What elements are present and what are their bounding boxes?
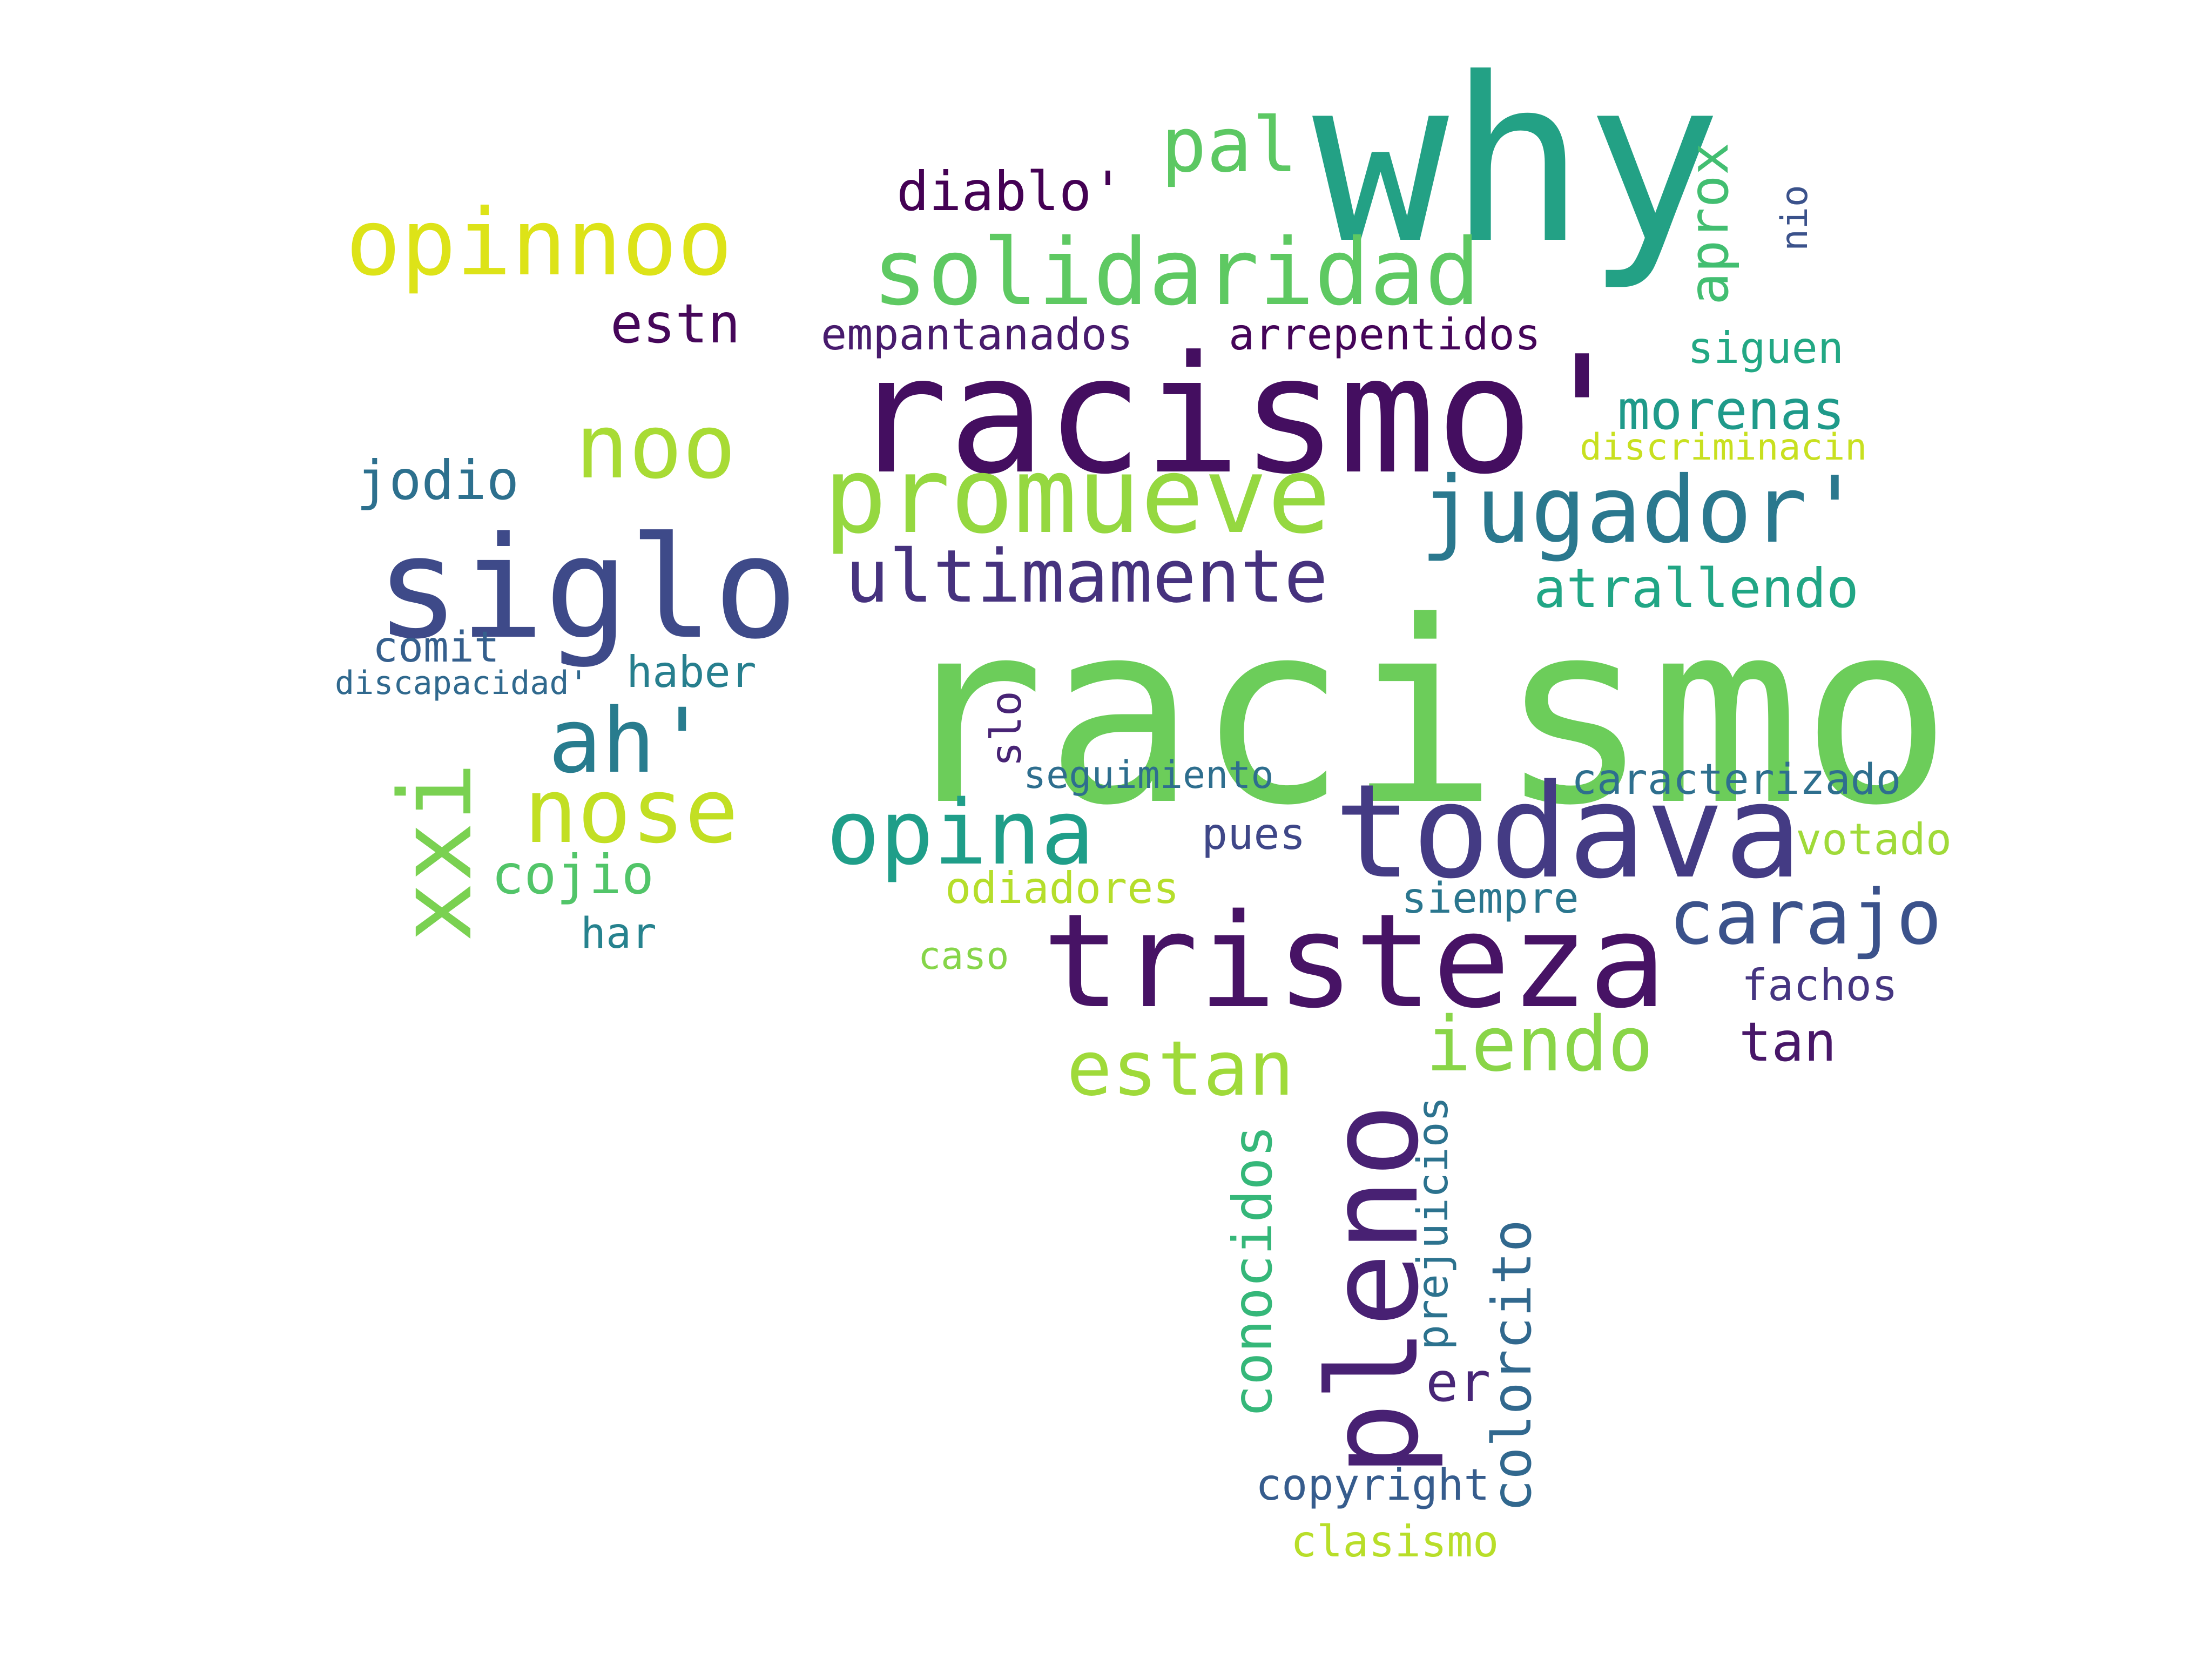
word-haber: haber [626, 647, 757, 697]
word-comit: comit [373, 623, 500, 672]
word-caso: caso [918, 934, 1009, 978]
word-opina: opina [826, 781, 1095, 885]
word-diablo: diablo' [896, 160, 1124, 223]
word-prejuicios: prejuicios [1409, 1096, 1458, 1350]
word-caracterizado: caracterizado [1572, 756, 1901, 804]
word-tristeza: tristeza [1042, 886, 1667, 1037]
word-siempre: siempre [1401, 874, 1579, 923]
word-cojio: cojio [491, 843, 655, 906]
word-fachos: fachos [1742, 960, 1898, 1010]
word-promueve: promueve [824, 434, 1331, 557]
word-solidaridad: solidaridad [872, 219, 1480, 326]
word-nose: nose [524, 759, 739, 863]
word-racismo-quote: racismo' [851, 321, 1631, 510]
word-clasismo: clasismo [1291, 1516, 1499, 1567]
word-xxi: xxi [377, 761, 494, 942]
word-colorcito: colorcito [1480, 1219, 1543, 1512]
word-siglo: siglo [375, 507, 798, 670]
word-opinnoo: opinnoo [346, 190, 733, 296]
word-racismo: racismo [894, 568, 1952, 860]
word-discriminacin: discriminacin [1580, 426, 1867, 469]
word-morenas: morenas [1617, 379, 1845, 442]
word-aprox: aprox [1677, 142, 1741, 305]
word-empantanados: empantanados [821, 309, 1133, 360]
word-todava: todava [1334, 756, 1802, 907]
word-arrepentidos: arrepentidos [1229, 309, 1541, 360]
word-pal: pal [1161, 102, 1298, 190]
word-tan: tan [1739, 1010, 1837, 1074]
word-noo: noo [575, 395, 737, 498]
word-jugador: jugador' [1420, 457, 1863, 564]
word-jodio: jodio [356, 449, 520, 512]
word-nio: nio [1773, 185, 1816, 251]
word-votado: votado [1796, 814, 1952, 865]
word-odiadores: odiadores [945, 863, 1179, 913]
word-slo: slo [982, 691, 1031, 767]
word-atrallendo: atrallendo [1534, 557, 1859, 620]
word-seguimiento: seguimiento [1023, 753, 1274, 797]
word-iendo: iendo [1426, 1001, 1654, 1089]
word-why: why [1312, 30, 1722, 294]
word-estn: estn [610, 292, 740, 355]
word-copyright: copyright [1256, 1460, 1490, 1510]
word-carajo: carajo [1669, 874, 1942, 962]
word-er: er [1426, 1351, 1491, 1414]
word-ultimamente: ultimamente [845, 534, 1328, 619]
word-discapacidad: discapacidad' [335, 664, 589, 702]
word-pues: pues [1202, 809, 1306, 859]
word-siguen: siguen [1688, 323, 1844, 373]
word-har: har [581, 909, 657, 958]
word-conocidos: conocidos [1221, 1125, 1284, 1418]
word-ah: ah' [548, 689, 710, 793]
word-estan: estan [1067, 1025, 1294, 1113]
